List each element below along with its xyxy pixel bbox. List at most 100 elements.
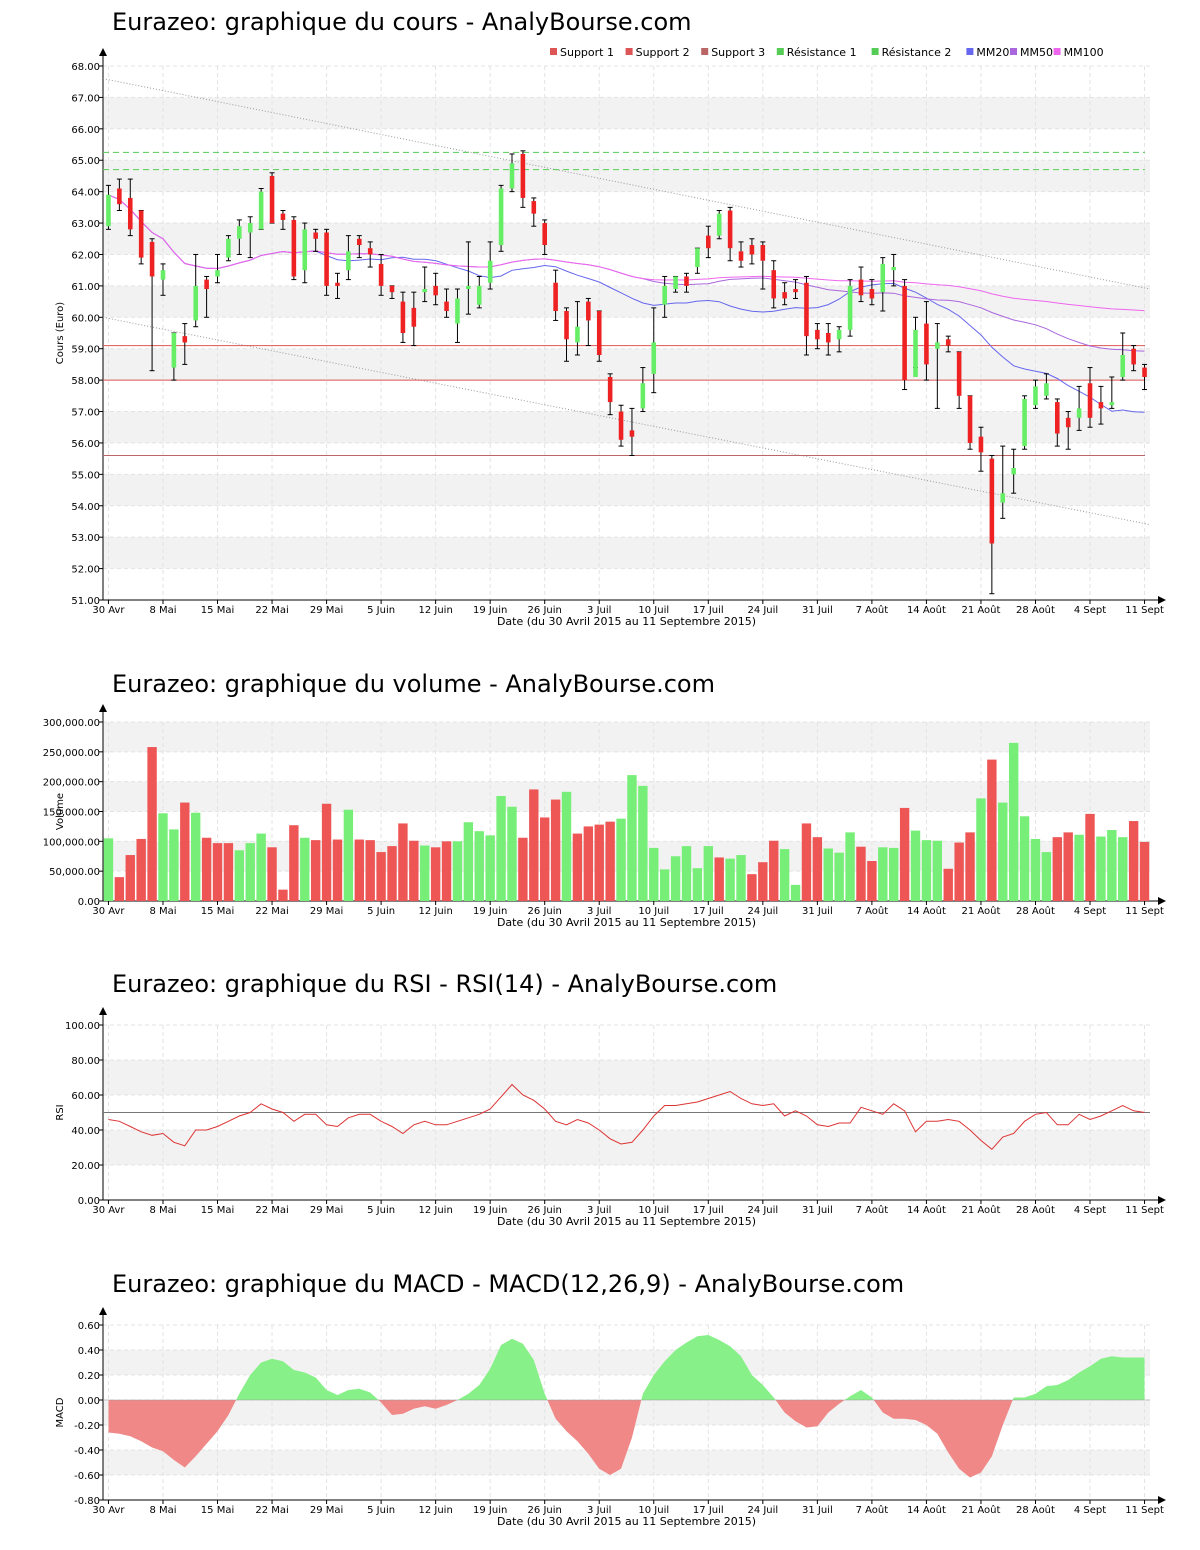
volume-x-tick-label: 28 Août <box>1016 905 1055 917</box>
volume-bar <box>703 846 713 901</box>
candle-body <box>1087 383 1093 418</box>
candle-body <box>193 285 198 321</box>
candle-body <box>706 235 711 249</box>
volume-x-tick-label: 8 Mai <box>149 906 176 917</box>
volume-bar <box>627 775 637 901</box>
price-y-tick-label: 62.00 <box>71 250 100 261</box>
price-y-tick-label: 65.00 <box>71 156 100 167</box>
price-x-tick-label: 31 Juil <box>802 605 833 616</box>
price-band <box>103 160 1150 192</box>
mm100-line <box>108 194 1145 312</box>
candle-body <box>1120 354 1126 377</box>
candle-body <box>716 213 722 236</box>
price-x-tick-label: 17 Juil <box>693 605 724 616</box>
macd-x-tick-label: 14 Août <box>907 1504 946 1516</box>
macd-x-tick-label: 31 Juil <box>802 1505 833 1516</box>
macd-x-axis-arrow <box>1158 1496 1166 1504</box>
candle-body <box>324 232 329 286</box>
volume-bar <box>1030 838 1041 901</box>
volume-bar <box>1085 813 1095 901</box>
candle-body <box>684 276 689 286</box>
macd-x-tick-label: 3 Juil <box>587 1505 611 1516</box>
candle-body <box>673 276 678 290</box>
volume-bar <box>507 806 517 901</box>
price-chart-title: Eurazeo: graphique du cours - AnalyBours… <box>112 8 692 36</box>
volume-x-tick-label: 3 Juil <box>587 906 611 917</box>
candle-body <box>367 248 373 255</box>
candle-body <box>498 188 504 246</box>
volume-bar <box>147 747 157 901</box>
volume-bar <box>899 807 910 901</box>
volume-y-axis-label: Volume <box>55 793 66 830</box>
macd-y-tick-label: 0.40 <box>78 1346 100 1357</box>
candle-body <box>520 153 526 198</box>
candle-body <box>967 395 973 443</box>
macd-x-tick-label: 21 Août <box>961 1504 1000 1516</box>
candle-body <box>1011 468 1016 475</box>
candle-body <box>924 323 929 365</box>
candle-body <box>956 351 962 396</box>
candle-body <box>466 285 471 290</box>
candle-body <box>258 191 264 230</box>
price-y-tick-label: 53.00 <box>71 533 100 544</box>
price-band <box>103 285 1150 318</box>
volume-bar <box>103 838 114 901</box>
volume-bar <box>725 858 735 901</box>
volume-bar <box>714 857 724 901</box>
volume-bar <box>812 837 823 901</box>
price-y-tick-label: 60.00 <box>71 313 100 324</box>
rsi-x-tick-label: 10 Juil <box>638 1205 669 1216</box>
candle-body <box>553 282 558 312</box>
volume-bar <box>779 849 790 901</box>
candle-body <box>171 333 177 368</box>
rsi-x-tick-label: 29 Mai <box>310 1205 343 1216</box>
candle-body <box>215 270 220 277</box>
volume-bar <box>845 832 855 901</box>
price-x-tick-label: 26 Juin <box>528 605 562 616</box>
price-x-tick-label: 30 Avr <box>92 605 125 616</box>
volume-bar <box>529 789 539 901</box>
price-x-tick-label: 3 Juil <box>587 605 611 616</box>
price-x-tick-label: 28 Août <box>1016 604 1055 616</box>
volume-bar <box>496 795 506 901</box>
volume-x-tick-label: 4 Sept <box>1074 906 1106 917</box>
volume-bar <box>932 840 943 901</box>
candle-body <box>782 292 787 299</box>
volume-bar <box>463 822 474 901</box>
macd-x-tick-label: 4 Sept <box>1074 1505 1106 1516</box>
rsi-chart-svg: 0.00 20.00 40.00 60.00 80.00 100.00 30 Avr 8 Ma… <box>55 1007 1166 1228</box>
price-x-tick-label: 12 Juin <box>418 605 452 616</box>
volume-x-tick-label: 12 Juin <box>418 906 452 917</box>
candle-body <box>335 282 340 286</box>
legend-swatch <box>625 48 633 55</box>
rsi-x-tick-label: 22 Mai <box>255 1205 288 1216</box>
candle-body <box>913 329 918 377</box>
volume-bar <box>670 856 681 901</box>
rsi-x-tick-label: 19 Juin <box>473 1205 507 1216</box>
candle-body <box>1076 408 1082 418</box>
volume-band <box>103 722 1150 752</box>
rsi-y-axis-label: RSI <box>55 1104 66 1120</box>
legend-item: MM50 <box>1020 46 1053 59</box>
volume-bar <box>1107 829 1117 901</box>
macd-x-tick-label: 17 Juil <box>693 1505 724 1516</box>
volume-bar <box>191 812 201 901</box>
rsi-x-tick-label: 14 Août <box>907 1204 946 1216</box>
volume-bar <box>114 877 125 901</box>
volume-bar <box>441 841 452 901</box>
volume-bar <box>376 852 386 901</box>
price-x-tick-label: 11 Sept <box>1125 605 1164 616</box>
volume-bar <box>245 843 255 901</box>
candle-body <box>1065 417 1071 428</box>
volume-x-tick-label: 14 Août <box>907 905 946 917</box>
volume-bar <box>387 846 397 901</box>
candle-body <box>1098 402 1104 409</box>
volume-y-tick-label: 0.00 <box>78 897 100 908</box>
rsi-x-tick-label: 31 Juil <box>802 1205 833 1216</box>
volume-y-tick-label: 150,000.00 <box>43 808 100 819</box>
volume-x-axis-label: Date (du 30 Avril 2015 au 11 Septembre 2… <box>497 916 756 929</box>
candle-body <box>815 329 820 340</box>
macd-area-positive <box>1012 1356 1145 1400</box>
macd-y-tick-label: 0.00 <box>78 1396 100 1407</box>
legend-swatch <box>776 48 784 55</box>
